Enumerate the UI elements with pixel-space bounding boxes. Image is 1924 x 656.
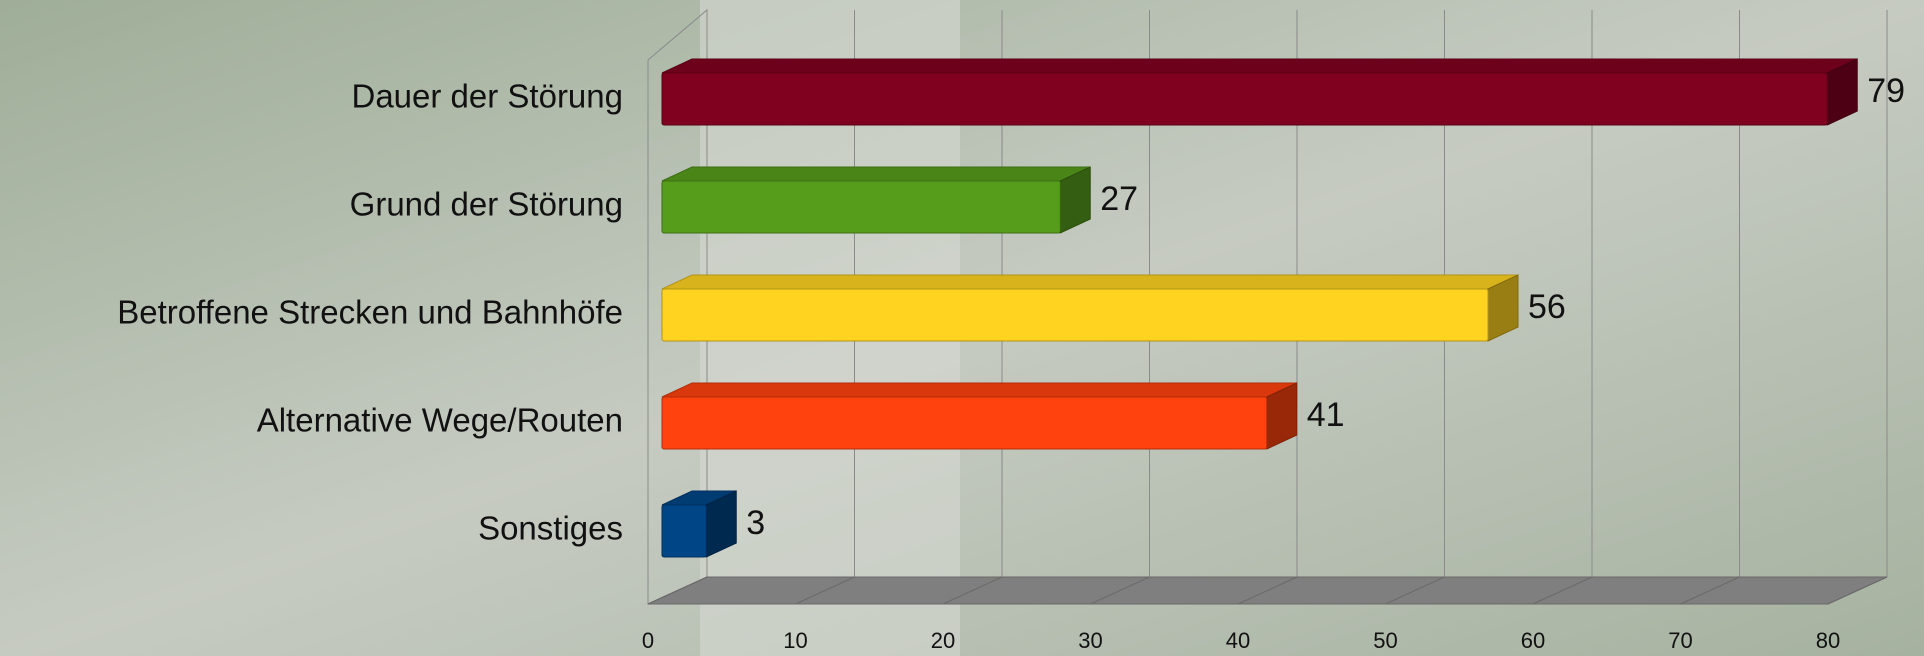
value-label: 3: [746, 504, 765, 542]
bar-top: [661, 274, 1519, 290]
bar: [661, 58, 1858, 126]
category-label: Grund der Störung: [350, 186, 623, 223]
x-tick-label: 10: [783, 628, 807, 653]
floor-grid-line: [1532, 576, 1593, 605]
x-tick-label: 70: [1668, 628, 1692, 653]
bar-front: [661, 180, 1061, 234]
category-label: Alternative Wege/Routen: [257, 402, 623, 439]
bar: [661, 382, 1298, 450]
bar: [661, 274, 1519, 342]
floor-grid-line: [1827, 576, 1888, 605]
floor-grid-line: [1385, 576, 1445, 605]
category-label: Dauer der Störung: [352, 78, 624, 115]
bar-front: [661, 396, 1268, 450]
value-label: 56: [1528, 288, 1566, 326]
category-label: Sonstiges: [478, 510, 623, 547]
floor-grid-line: [1680, 576, 1740, 605]
bar-front: [661, 72, 1828, 126]
bar-top: [661, 58, 1858, 74]
x-tick-label: 50: [1373, 628, 1397, 653]
floor-grid-line: [942, 576, 1003, 605]
x-tick-label: 30: [1078, 628, 1102, 653]
floor-grid-line: [795, 576, 855, 605]
value-label: 79: [1867, 72, 1905, 110]
bar-top: [661, 382, 1297, 398]
x-tick-label: 40: [1226, 628, 1250, 653]
value-label: 41: [1307, 396, 1345, 434]
bar: [661, 166, 1091, 234]
category-label: Betroffene Strecken und Bahnhöfe: [117, 294, 623, 331]
x-tick-label: 60: [1521, 628, 1545, 653]
bar-front: [661, 288, 1489, 342]
bar-front: [661, 504, 707, 558]
value-label: 27: [1100, 180, 1138, 218]
bar: [661, 490, 737, 558]
floor-grid-line: [1237, 576, 1298, 605]
bar-top: [661, 166, 1091, 182]
x-tick-label: 80: [1816, 628, 1840, 653]
x-tick-label: 20: [931, 628, 955, 653]
floor-grid-line: [647, 576, 708, 605]
x-tick-label: 0: [642, 628, 654, 653]
floor-grid-line: [1090, 576, 1150, 605]
